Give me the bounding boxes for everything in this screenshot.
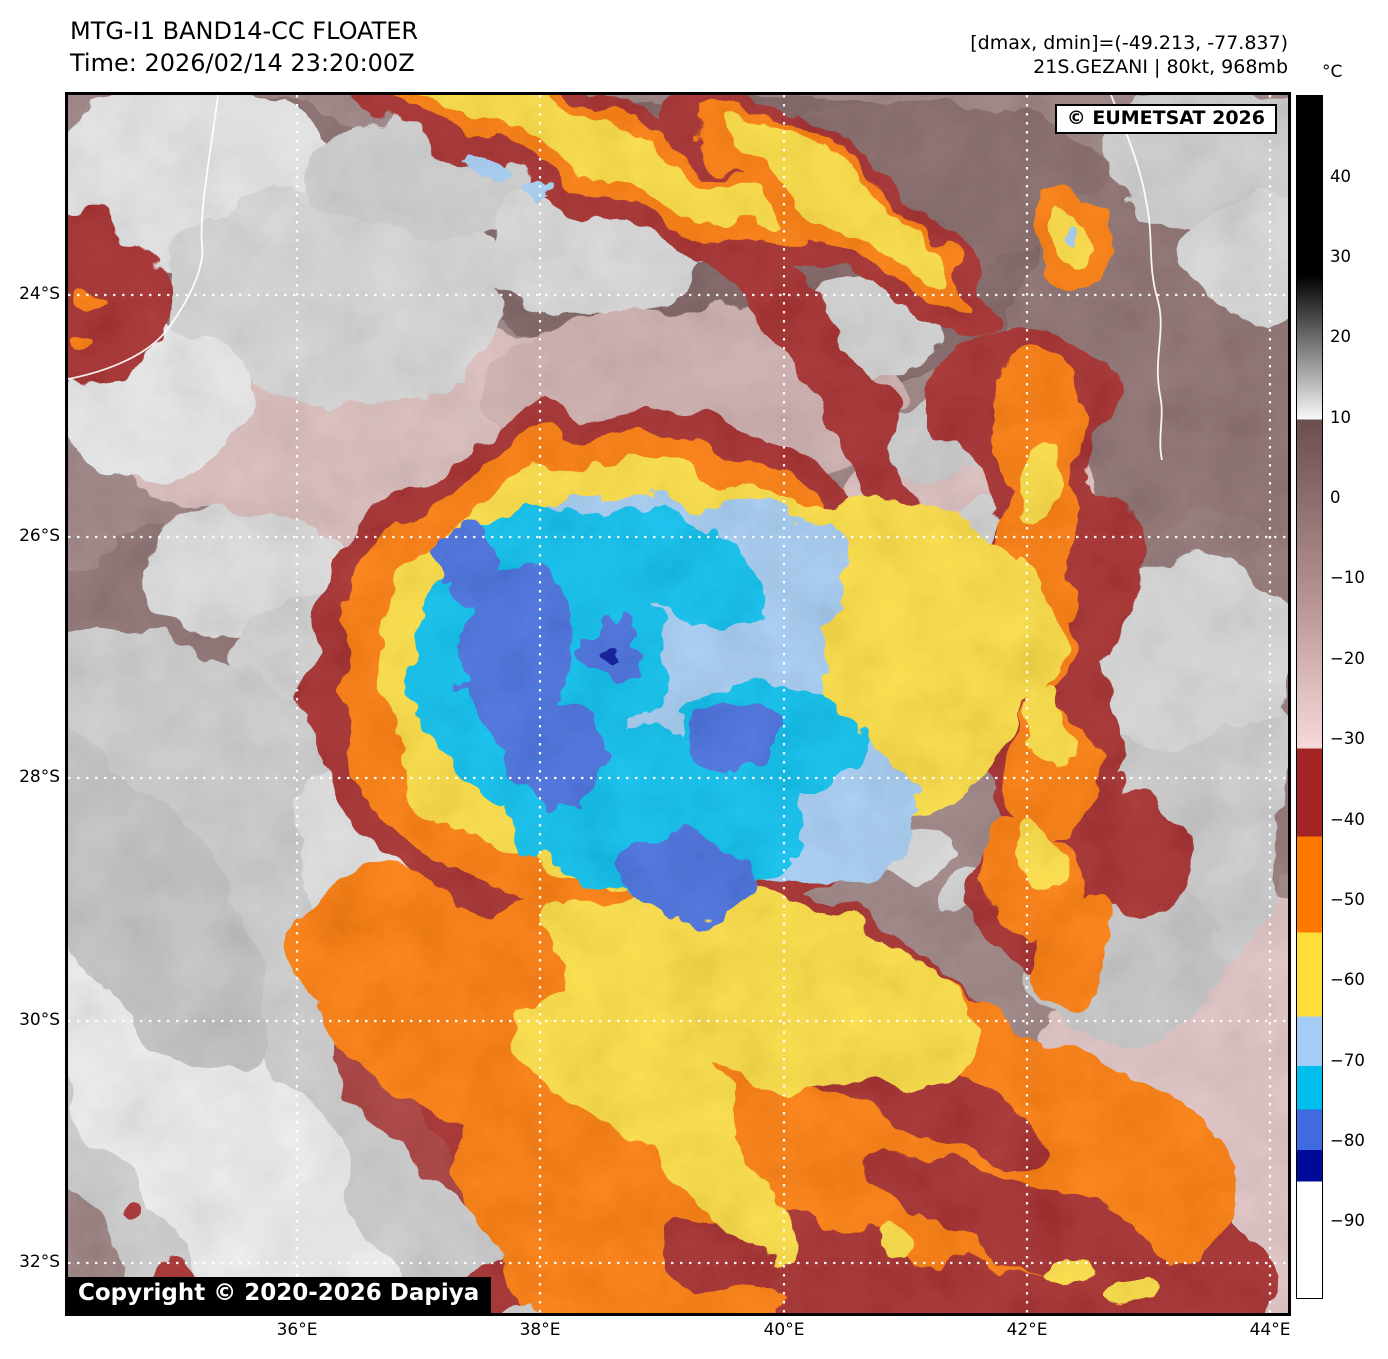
satellite-map: © EUMETSAT 2026 Copyright © 2020-2026 Da… — [65, 92, 1291, 1316]
lat-tick-32s: 32°S — [19, 1252, 60, 1272]
header-right: [dmax, dmin]=(-49.213, -77.837) 21S.GEZA… — [970, 32, 1288, 80]
lon-tick-36e: 36°E — [276, 1320, 318, 1340]
satellite-image — [68, 95, 1288, 1313]
header-left: MTG-I1 BAND14-CC FLOATER Time: 2026/02/1… — [70, 16, 418, 79]
lon-tick-40e: 40°E — [763, 1320, 805, 1340]
cb-tick-m50: −50 — [1330, 890, 1365, 909]
lat-tick-24s: 24°S — [19, 284, 60, 304]
coastline — [68, 95, 1163, 461]
lat-tick-28s: 28°S — [19, 767, 60, 787]
cb-tick-m60: −60 — [1330, 970, 1365, 989]
eumetsat-watermark: © EUMETSAT 2026 — [1054, 104, 1277, 134]
cb-tick-40: 40 — [1330, 167, 1351, 186]
cb-tick-m30: −30 — [1330, 729, 1365, 748]
lon-tick-42e: 42°E — [1006, 1320, 1048, 1340]
temperature-colorbar — [1296, 95, 1323, 1299]
lon-tick-44e: 44°E — [1249, 1320, 1291, 1340]
time-label: Time: 2026/02/14 23:20:00Z — [70, 48, 415, 77]
cb-tick-30: 30 — [1330, 247, 1351, 266]
cb-tick-20: 20 — [1330, 327, 1351, 346]
cb-tick-m80: −80 — [1330, 1131, 1365, 1150]
lat-tick-30s: 30°S — [19, 1010, 60, 1030]
cb-tick-0: 0 — [1330, 488, 1341, 507]
cb-tick-m20: −20 — [1330, 649, 1365, 668]
cb-tick-m40: −40 — [1330, 810, 1365, 829]
lat-tick-26s: 26°S — [19, 526, 60, 546]
cb-tick-m10: −10 — [1330, 568, 1365, 587]
texture-overlay-light — [68, 95, 1288, 1313]
cb-tick-10: 10 — [1330, 408, 1351, 427]
copyright-label: Copyright © 2020-2026 Dapiya — [68, 1277, 492, 1313]
cb-tick-m70: −70 — [1330, 1051, 1365, 1070]
dminmax-label: [dmax, dmin]=(-49.213, -77.837) — [970, 32, 1288, 54]
storm-label: 21S.GEZANI | 80kt, 968mb — [1033, 55, 1288, 78]
colorbar-unit-label: °C — [1322, 62, 1343, 82]
cb-tick-m90: −90 — [1330, 1211, 1365, 1230]
lon-tick-38e: 38°E — [519, 1320, 561, 1340]
page-title: MTG-I1 BAND14-CC FLOATER — [70, 17, 419, 45]
